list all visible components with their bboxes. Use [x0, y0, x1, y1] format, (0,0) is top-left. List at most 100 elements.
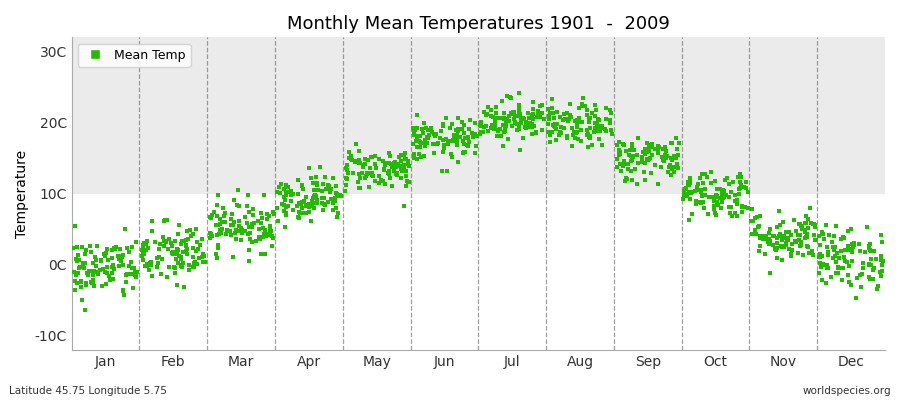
Point [842, 262, 857, 269]
Point [203, 235, 218, 242]
Point [456, 150, 471, 156]
Point [209, 222, 223, 228]
Point [211, 245, 225, 252]
Point [257, 227, 272, 234]
Point [542, 116, 556, 122]
Point [766, 233, 780, 240]
Point [733, 185, 747, 192]
Point [192, 254, 206, 261]
Point [458, 148, 473, 155]
Point [813, 250, 827, 257]
Point [419, 134, 434, 140]
Point [116, 288, 130, 294]
Point [696, 192, 710, 198]
Point [487, 118, 501, 125]
Point [356, 162, 371, 168]
Point [307, 200, 321, 206]
Point [682, 216, 697, 223]
Point [451, 158, 465, 165]
Point [738, 204, 752, 210]
Point [417, 120, 431, 126]
Point [384, 182, 399, 189]
Point [248, 238, 263, 245]
Point [185, 254, 200, 260]
Point [546, 115, 561, 121]
Point [440, 168, 454, 174]
Point [318, 174, 332, 180]
Point [512, 105, 526, 111]
Point [812, 254, 826, 260]
Point [270, 205, 284, 211]
Point [846, 243, 860, 250]
Point [638, 151, 652, 157]
Point [226, 222, 240, 228]
Point [861, 261, 876, 268]
Point [590, 116, 605, 123]
Point [861, 245, 876, 252]
Point [777, 244, 791, 250]
Point [557, 116, 572, 122]
Point [752, 222, 766, 229]
Point [629, 181, 643, 187]
Point [166, 251, 181, 258]
Point [575, 119, 590, 125]
Point [255, 220, 269, 226]
Point [864, 256, 878, 262]
Point [422, 132, 436, 138]
Point [766, 242, 780, 249]
Point [296, 210, 310, 216]
Point [727, 198, 742, 204]
Point [526, 106, 540, 112]
Point [741, 189, 755, 196]
Point [353, 185, 367, 191]
Point [70, 258, 85, 264]
Point [833, 248, 848, 254]
Point [397, 162, 411, 168]
Point [831, 250, 845, 256]
Point [430, 141, 445, 148]
Point [161, 246, 176, 252]
Point [625, 141, 639, 147]
Point [644, 170, 658, 176]
Point [299, 202, 313, 208]
Point [790, 232, 805, 238]
Point [803, 205, 817, 212]
Point [500, 119, 514, 126]
Point [292, 208, 306, 215]
Point [778, 229, 793, 235]
Point [118, 226, 132, 232]
Point [198, 259, 212, 265]
Point [655, 154, 670, 160]
Point [362, 184, 376, 190]
Point [788, 238, 802, 245]
Point [474, 123, 489, 130]
Point [424, 125, 438, 131]
Point [504, 110, 518, 116]
Point [861, 274, 876, 280]
Point [100, 246, 114, 253]
Point [227, 196, 241, 203]
Point [658, 144, 672, 150]
Point [476, 124, 491, 130]
Point [410, 133, 425, 140]
Point [592, 123, 607, 129]
Point [497, 128, 511, 135]
Point [456, 122, 471, 128]
Point [617, 158, 632, 164]
Point [715, 190, 729, 197]
Point [216, 205, 230, 211]
Point [593, 127, 608, 133]
Point [568, 135, 582, 141]
Point [364, 170, 379, 176]
Point [715, 199, 729, 205]
Point [827, 247, 842, 254]
Point [806, 251, 820, 258]
Point [598, 126, 612, 132]
Point [730, 196, 744, 203]
Point [75, 297, 89, 303]
Point [682, 175, 697, 181]
Point [162, 236, 176, 242]
Point [522, 124, 536, 130]
Point [595, 142, 609, 148]
Point [77, 307, 92, 313]
